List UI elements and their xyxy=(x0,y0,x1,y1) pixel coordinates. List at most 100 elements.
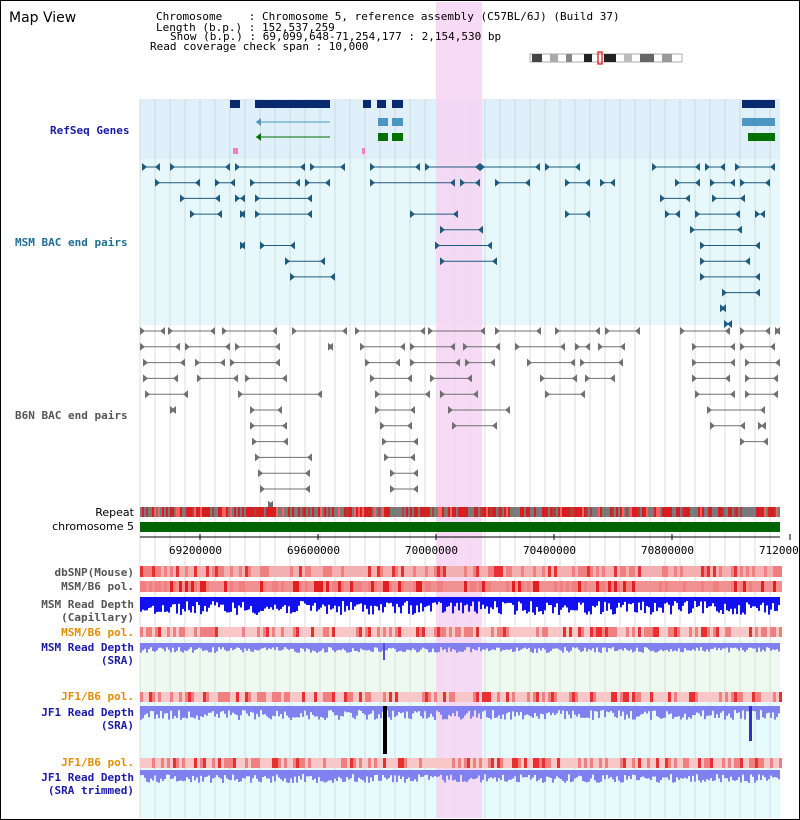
bac-end-arrow xyxy=(290,272,295,281)
b6n-bac-label[interactable]: B6N BAC end pairs xyxy=(15,409,128,422)
gene-block xyxy=(363,100,371,108)
heat-cell xyxy=(659,566,662,577)
heat-cell xyxy=(362,758,365,768)
heat-cell xyxy=(317,581,320,592)
bac-end-arrow xyxy=(692,374,697,383)
depth-bar xyxy=(352,770,354,775)
jf1-b6-pol-2-label[interactable]: JF1/B6 pol. xyxy=(61,756,134,769)
depth-bar xyxy=(242,770,244,779)
depth-bar xyxy=(348,770,350,780)
heat-cell xyxy=(218,692,221,702)
heat-cell xyxy=(218,627,221,637)
depth-bar xyxy=(452,643,454,650)
depth-bar xyxy=(472,597,474,602)
msm-bac-label[interactable]: MSM BAC end pairs xyxy=(15,236,128,249)
heat-cell xyxy=(260,581,263,592)
depth-bar xyxy=(412,597,414,615)
depth-bar xyxy=(636,706,638,717)
bac-end-arrow xyxy=(360,342,365,351)
heat-cell xyxy=(449,581,452,592)
msm-depth-capillary-label[interactable]: MSM Read Depth xyxy=(41,598,134,611)
bac-end-arrow xyxy=(375,406,380,414)
heat-cell xyxy=(692,758,695,768)
depth-bar xyxy=(226,770,228,779)
heat-cell xyxy=(239,566,242,577)
depth-bar xyxy=(494,770,496,778)
depth-bar xyxy=(414,770,416,780)
jf1-depth-trim-label[interactable]: JF1 Read Depth xyxy=(41,771,134,784)
repeat-segment xyxy=(194,507,196,517)
depth-bar xyxy=(518,770,520,783)
heat-cell xyxy=(443,627,446,637)
depth-bar xyxy=(636,770,638,781)
heat-cell xyxy=(332,758,335,768)
depth-bar xyxy=(280,597,282,609)
jf1-depth-sra-label[interactable]: JF1 Read Depth xyxy=(41,706,134,719)
depth-bar xyxy=(342,770,344,782)
chromosome-bar[interactable] xyxy=(140,522,780,532)
heat-cell xyxy=(743,692,746,702)
bac-end-arrow xyxy=(395,358,400,367)
heat-cell xyxy=(209,692,212,702)
depth-bar xyxy=(248,597,250,610)
depth-bar xyxy=(176,706,178,718)
depth-bar xyxy=(156,770,158,782)
depth-bar xyxy=(146,706,148,714)
repeat-track[interactable] xyxy=(140,507,780,517)
chromosome-ideogram[interactable] xyxy=(529,51,683,65)
repeat-segment xyxy=(260,507,262,517)
heat-cell xyxy=(728,627,731,637)
msm-depth-sra-label[interactable]: MSM Read Depth xyxy=(41,641,134,654)
refseq-label[interactable]: RefSeq Genes xyxy=(50,124,130,137)
heat-cell xyxy=(503,566,506,577)
msm-b6-pol-2-label[interactable]: MSM/B6 pol. xyxy=(61,626,134,639)
heat-cell xyxy=(191,692,194,702)
repeat-segment xyxy=(254,507,256,517)
b6n-bac-track[interactable] xyxy=(140,327,780,509)
depth-bar xyxy=(270,643,272,650)
heat-cell xyxy=(479,758,482,768)
depth-bar xyxy=(406,706,408,712)
bac-end-arrow xyxy=(487,241,492,250)
heat-cell xyxy=(656,581,659,592)
heat-cell xyxy=(587,566,590,577)
depth-bar xyxy=(610,706,612,711)
depth-bar xyxy=(532,770,534,778)
depth-bar xyxy=(492,597,494,610)
repeat-label: Repeat xyxy=(95,506,134,519)
depth-bar xyxy=(618,770,620,781)
ruler: 69200000 69600000 70000000 70400000 70800000… xyxy=(169,534,800,557)
bac-end-arrow xyxy=(695,163,700,171)
heat-cell xyxy=(503,758,506,768)
jf1-b6-pol-label[interactable]: JF1/B6 pol. xyxy=(61,690,134,703)
heat-cell xyxy=(353,627,356,637)
depth-bar xyxy=(262,643,264,649)
depth-bar xyxy=(166,770,168,775)
repeat-segment xyxy=(222,507,224,517)
depth-bar xyxy=(344,770,346,782)
depth-bar xyxy=(460,643,462,652)
depth-bar xyxy=(694,643,696,651)
refseq-genes-track[interactable] xyxy=(230,100,775,154)
depth-bar xyxy=(476,770,478,779)
depth-bar xyxy=(330,706,332,711)
dbsnp-label[interactable]: dbSNP(Mouse) xyxy=(54,566,134,579)
heat-cell xyxy=(350,758,353,768)
msm-b6-pol-label[interactable]: MSM/B6 pol. xyxy=(61,580,134,593)
heat-cell xyxy=(281,758,284,768)
depth-tracks[interactable] xyxy=(140,597,780,783)
msm-bac-track[interactable] xyxy=(142,163,775,328)
heat-tracks[interactable] xyxy=(140,566,782,768)
bac-end-arrow xyxy=(275,342,280,351)
ruler-tick-label: 71200000 xyxy=(759,544,800,557)
repeat-segment xyxy=(658,507,660,517)
depth-bar xyxy=(558,643,560,650)
depth-bar xyxy=(234,706,236,714)
depth-bar xyxy=(662,706,664,719)
depth-bar xyxy=(272,643,274,648)
heat-cell xyxy=(533,566,536,577)
bac-end-arrow xyxy=(722,288,727,297)
repeat-segment xyxy=(382,507,384,517)
heat-cell xyxy=(233,692,236,702)
bac-end-arrow xyxy=(310,163,315,171)
